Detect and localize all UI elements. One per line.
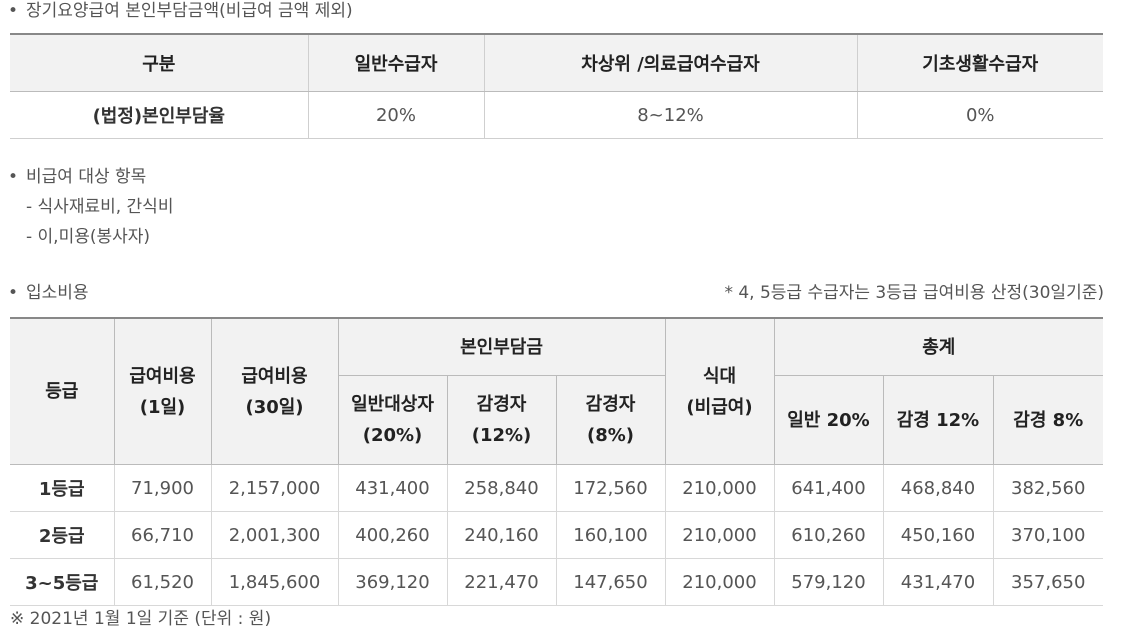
cell-copay-r8: 172,560: [555, 464, 665, 512]
header-meal-line1: 식대: [702, 365, 737, 387]
grade-note: * 4, 5등급 수급자는 3등급 급여비용 산정(30일기준): [724, 283, 1104, 303]
cell-cost-1day: 66,710: [113, 511, 211, 559]
header-category: 구분: [10, 34, 308, 92]
header-near-poverty-recipient: 차상위 /의료급여수급자: [483, 34, 857, 92]
table-subheader-row: 일반대상자 (20%) 감경자 (12%) 감경자 (8%) 일반 20% 감경…: [10, 375, 1104, 465]
cell-meal: 210,000: [664, 511, 774, 559]
header-copay-reduced-12: 감경자 (12%): [446, 375, 557, 465]
header-cost-1day-line2: (1일): [139, 396, 186, 418]
cell-total-general: 610,260: [773, 511, 883, 559]
header-cost-30day: 급여비용 (30일): [210, 318, 339, 465]
header-total-reduced-8: 감경 8%: [992, 375, 1104, 465]
copay-rate-table: 구분 일반수급자 차상위 /의료급여수급자 기초생활수급자 (법정)본인부담율 …: [10, 33, 1103, 139]
table-row: (법정)본인부담율 20% 8~12% 0%: [10, 91, 1103, 139]
header-total: 총계: [773, 318, 1104, 376]
cell-copay-r8: 147,650: [555, 558, 665, 606]
row-grade-label: 1등급: [10, 464, 114, 512]
section2-heading-text: 비급여 대상 항목: [26, 167, 147, 187]
section-heading-copay-amount: • 장기요양급여 본인부담금액(비급여 금액 제외): [8, 0, 353, 22]
section1-heading-text: 장기요양급여 본인부담금액(비급여 금액 제외): [26, 1, 353, 21]
header-general-recipient: 일반수급자: [307, 34, 484, 92]
cell-meal: 210,000: [664, 558, 774, 606]
cell-copay-general: 400,260: [337, 511, 447, 559]
bullet-icon: •: [8, 167, 19, 187]
header-total-general: 일반 20%: [773, 375, 884, 465]
header-copay-general: 일반대상자 (20%): [337, 375, 448, 465]
cell-meal: 210,000: [664, 464, 774, 512]
header-copay-general-line2: (20%): [362, 425, 423, 446]
header-copay-r12-line1: 감경자: [476, 394, 527, 415]
header-copay-reduced-8: 감경자 (8%): [555, 375, 666, 465]
footnote: ※ 2021년 1월 1일 기준 (단위 : 원): [10, 609, 272, 629]
header-copay-r12-line2: (12%): [471, 425, 532, 446]
cell-cost-30day: 1,845,600: [210, 558, 338, 606]
bullet-icon: •: [8, 283, 19, 303]
cell-total-general: 579,120: [773, 558, 883, 606]
header-meal: 식대 (비급여): [664, 318, 775, 465]
header-meal-line2: (비급여): [686, 396, 753, 418]
cell-total-r8: 357,650: [992, 558, 1104, 606]
row-grade-label: 3~5등급: [10, 558, 114, 606]
cell-copay-r12: 221,470: [446, 558, 556, 606]
cell-copay-r12: 240,160: [446, 511, 556, 559]
cell-cost-1day: 61,520: [113, 558, 211, 606]
header-basic-livelihood-recipient: 기초생활수급자: [856, 34, 1103, 92]
cell-total-r12: 431,470: [882, 558, 993, 606]
cell-cost-1day: 71,900: [113, 464, 211, 512]
cell-cost-30day: 2,001,300: [210, 511, 338, 559]
cell-total-r12: 468,840: [882, 464, 993, 512]
row-label-copay-rate: (법정)본인부담율: [10, 91, 308, 139]
cell-rate-near-poverty: 8~12%: [483, 91, 857, 139]
cell-rate-general: 20%: [307, 91, 484, 139]
table-row: 3~5등급 61,520 1,845,600 369,120 221,470 1…: [10, 558, 1104, 606]
admission-cost-table: 등급 급여비용 (1일) 급여비용 (30일) 본인부담금 식대 (비급여) 총…: [10, 317, 1104, 606]
list-item: - 이,미용(봉사자): [26, 227, 151, 247]
table-header-row: 등급 급여비용 (1일) 급여비용 (30일) 본인부담금 식대 (비급여) 총…: [10, 318, 1104, 465]
header-cost-30day-line1: 급여비용: [241, 365, 308, 387]
section3-heading-text: 입소비용: [26, 283, 89, 303]
bullet-icon: •: [8, 1, 19, 21]
cell-copay-general: 369,120: [337, 558, 447, 606]
cell-rate-basic: 0%: [856, 91, 1103, 139]
cell-copay-r8: 160,100: [555, 511, 665, 559]
header-total-reduced-12: 감경 12%: [882, 375, 994, 465]
header-grade: 등급: [10, 318, 115, 465]
header-cost-1day-line1: 급여비용: [129, 365, 196, 387]
row-grade-label: 2등급: [10, 511, 114, 559]
table-row: 1등급 71,900 2,157,000 431,400 258,840 172…: [10, 464, 1104, 512]
section-heading-admission-cost: • 입소비용: [8, 282, 89, 304]
cell-total-general: 641,400: [773, 464, 883, 512]
header-copay-general-line1: 일반대상자: [351, 394, 434, 415]
cell-total-r8: 382,560: [992, 464, 1104, 512]
cell-copay-r12: 258,840: [446, 464, 556, 512]
cell-total-r12: 450,160: [882, 511, 993, 559]
header-cost-30day-line2: (30일): [245, 396, 304, 418]
cell-total-r8: 370,100: [992, 511, 1104, 559]
header-copay-r8-line1: 감경자: [585, 394, 636, 415]
table-header-row: 구분 일반수급자 차상위 /의료급여수급자 기초생활수급자: [10, 34, 1103, 92]
header-copay-r8-line2: (8%): [586, 425, 634, 446]
header-cost-1day: 급여비용 (1일): [113, 318, 212, 465]
cell-copay-general: 431,400: [337, 464, 447, 512]
cell-cost-30day: 2,157,000: [210, 464, 338, 512]
table-row: 2등급 66,710 2,001,300 400,260 240,160 160…: [10, 511, 1104, 559]
list-item: - 식사재료비, 간식비: [26, 197, 174, 217]
section-heading-noncovered: • 비급여 대상 항목: [8, 166, 146, 188]
header-copay: 본인부담금: [337, 318, 666, 376]
